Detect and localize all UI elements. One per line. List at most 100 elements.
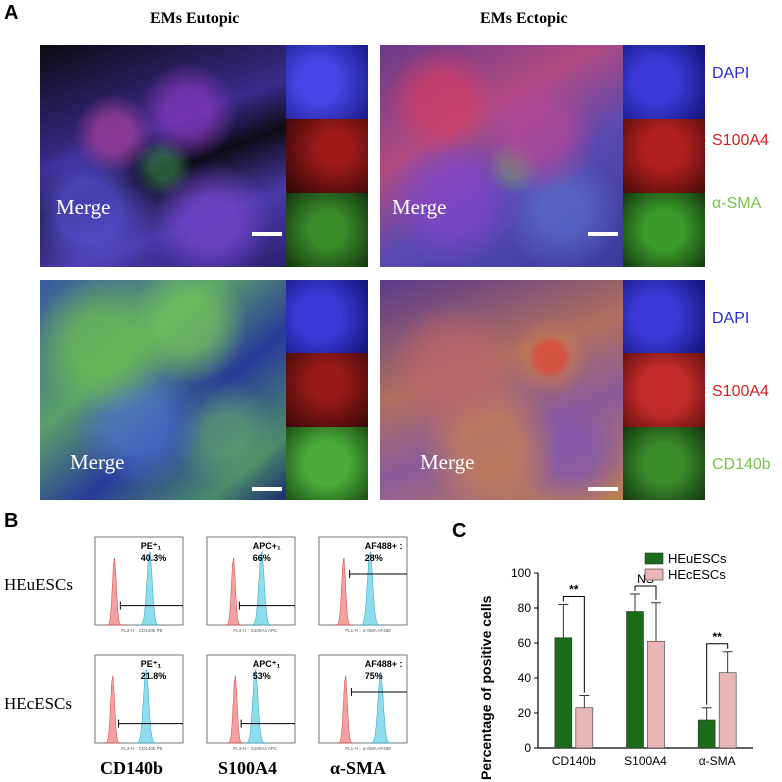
control-histogram bbox=[226, 675, 245, 744]
flow-plot: APC+₁66%FL4-H :: S100A4 APC bbox=[206, 536, 296, 633]
s100a4-strip bbox=[623, 119, 705, 193]
flow-plot: PE⁺₁21.8%FL3-H :: CD140b PE bbox=[94, 654, 184, 751]
cd140b-strip bbox=[623, 427, 705, 500]
gate-name: APC⁺₁ bbox=[253, 659, 281, 669]
control-histogram bbox=[105, 557, 124, 626]
x-axis-label: FL1-H :: α-SMA AF488 bbox=[345, 628, 391, 633]
row-label-heuescs: HEuESCs bbox=[4, 575, 73, 594]
marker-label-cd140b: CD140b bbox=[100, 758, 164, 778]
merge-image bbox=[40, 45, 286, 267]
panel-c-letter: C bbox=[452, 520, 467, 542]
bar bbox=[626, 611, 644, 749]
gate-name: PE⁺₁ bbox=[141, 659, 162, 669]
control-histogram bbox=[334, 557, 353, 626]
bar bbox=[575, 707, 594, 749]
y-tick-label: 80 bbox=[518, 601, 532, 615]
merge-image bbox=[380, 280, 623, 500]
gate-percent: 53% bbox=[253, 671, 271, 681]
flow-plot: APC⁺₁53%FL4-H :: S100A4 APC bbox=[206, 654, 296, 751]
control-histogram bbox=[336, 675, 355, 744]
scale-bar bbox=[252, 487, 282, 491]
stained-histogram bbox=[368, 672, 393, 744]
plot-frame bbox=[94, 536, 184, 626]
gate-name: APC+₁ bbox=[253, 541, 281, 551]
marker-label-asma: α-SMA bbox=[330, 758, 387, 778]
merge-label: Merge bbox=[70, 450, 125, 474]
legend-swatch bbox=[644, 568, 664, 581]
cd140b-strip bbox=[286, 427, 368, 500]
x-tick-label: CD140b bbox=[552, 754, 596, 768]
s100a4-strip bbox=[286, 119, 368, 193]
significance-label: ** bbox=[712, 630, 722, 644]
s100a4-strip bbox=[623, 353, 705, 427]
flow-plot: AF488+ :28%FL1-H :: α-SMA AF488 bbox=[318, 536, 408, 633]
stained-histogram bbox=[137, 551, 162, 626]
bar bbox=[697, 719, 716, 749]
channel-label-dapi: DAPI bbox=[712, 310, 750, 327]
col-title-ectopic: EMs Ectopic bbox=[480, 10, 568, 27]
y-tick-label: 20 bbox=[518, 706, 532, 720]
x-axis-label: FL4-H :: S100A4 APC bbox=[233, 628, 278, 633]
y-tick-label: 60 bbox=[518, 636, 532, 650]
gate-name: AF488+ : bbox=[365, 659, 403, 669]
gate-percent: 28% bbox=[365, 553, 383, 563]
y-tick-label: 0 bbox=[524, 741, 531, 755]
dapi-strip bbox=[623, 280, 705, 353]
dapi-strip bbox=[623, 45, 705, 119]
legend-label: HEuESCs bbox=[668, 551, 727, 566]
y-tick-label: 40 bbox=[518, 671, 532, 685]
x-tick-label: α-SMA bbox=[699, 754, 736, 768]
bar bbox=[554, 637, 573, 749]
x-axis-label: FL3-H :: CD140b PE bbox=[121, 628, 162, 633]
flow-histograms: PE⁺₁40.3%FL3-H :: CD140b PEAPC+₁66%FL4-H… bbox=[94, 536, 408, 751]
x-tick-label: S100A4 bbox=[624, 754, 667, 768]
asma-strip bbox=[623, 193, 705, 267]
col-title-eutopic: EMs Eutopic bbox=[150, 10, 240, 27]
scale-bar bbox=[588, 487, 618, 491]
control-histogram bbox=[224, 557, 243, 626]
plot-frame bbox=[318, 654, 408, 744]
stained-histogram bbox=[134, 669, 158, 744]
y-axis-label: Percentage of positive cells bbox=[478, 595, 494, 780]
gate-name: AF488+ : bbox=[365, 541, 403, 551]
bar bbox=[647, 640, 665, 749]
legend-swatch bbox=[644, 552, 664, 565]
stained-histogram bbox=[243, 669, 268, 744]
control-histogram bbox=[103, 675, 122, 744]
channel-label-asma: α-SMA bbox=[712, 195, 762, 212]
significance-label: ** bbox=[569, 583, 579, 597]
x-axis-label: FL3-H :: CD140b PE bbox=[121, 746, 162, 751]
marker-label-s100a4: S100A4 bbox=[218, 758, 278, 778]
s100a4-strip bbox=[286, 353, 368, 427]
channel-label-s100a4: S100A4 bbox=[712, 383, 769, 400]
gate-name: PE⁺₁ bbox=[141, 541, 162, 551]
y-tick-label: 100 bbox=[511, 566, 531, 580]
significance-bracket bbox=[706, 643, 729, 705]
gate-percent: 66% bbox=[253, 553, 271, 563]
scale-bar bbox=[588, 232, 618, 236]
plot-frame bbox=[318, 536, 408, 626]
merge-label: Merge bbox=[56, 195, 111, 219]
asma-strip bbox=[286, 193, 368, 267]
micrograph-ectopic-cd140b: Merge bbox=[380, 280, 705, 500]
stained-histogram bbox=[249, 551, 274, 626]
gate-percent: 21.8% bbox=[141, 671, 167, 681]
gate-percent: 40.3% bbox=[141, 553, 167, 563]
flow-plot: AF488+ :75%FL1-H :: α-SMA AF488 bbox=[318, 654, 408, 751]
bar bbox=[718, 672, 737, 749]
flow-plot: PE⁺₁40.3%FL3-H :: CD140b PE bbox=[94, 536, 184, 633]
plot-frame bbox=[94, 654, 184, 744]
x-axis-label: FL4-H :: S100A4 APC bbox=[233, 746, 278, 751]
legend-label: HEcESCs bbox=[668, 567, 726, 582]
merge-label: Merge bbox=[420, 450, 475, 474]
bar-chart: 020406080100CD140b**S100A4NSα-SMA**HEuES… bbox=[511, 551, 753, 768]
merge-label: Merge bbox=[392, 195, 447, 219]
panel-a-letter: A bbox=[4, 2, 19, 24]
micrograph-eutopic-asma: Merge bbox=[40, 45, 368, 267]
significance-bracket bbox=[634, 585, 657, 600]
panel-b-letter: B bbox=[4, 510, 19, 532]
x-axis-label: FL1-H :: α-SMA AF488 bbox=[345, 746, 391, 751]
scale-bar bbox=[252, 232, 282, 236]
stained-histogram bbox=[358, 551, 382, 626]
